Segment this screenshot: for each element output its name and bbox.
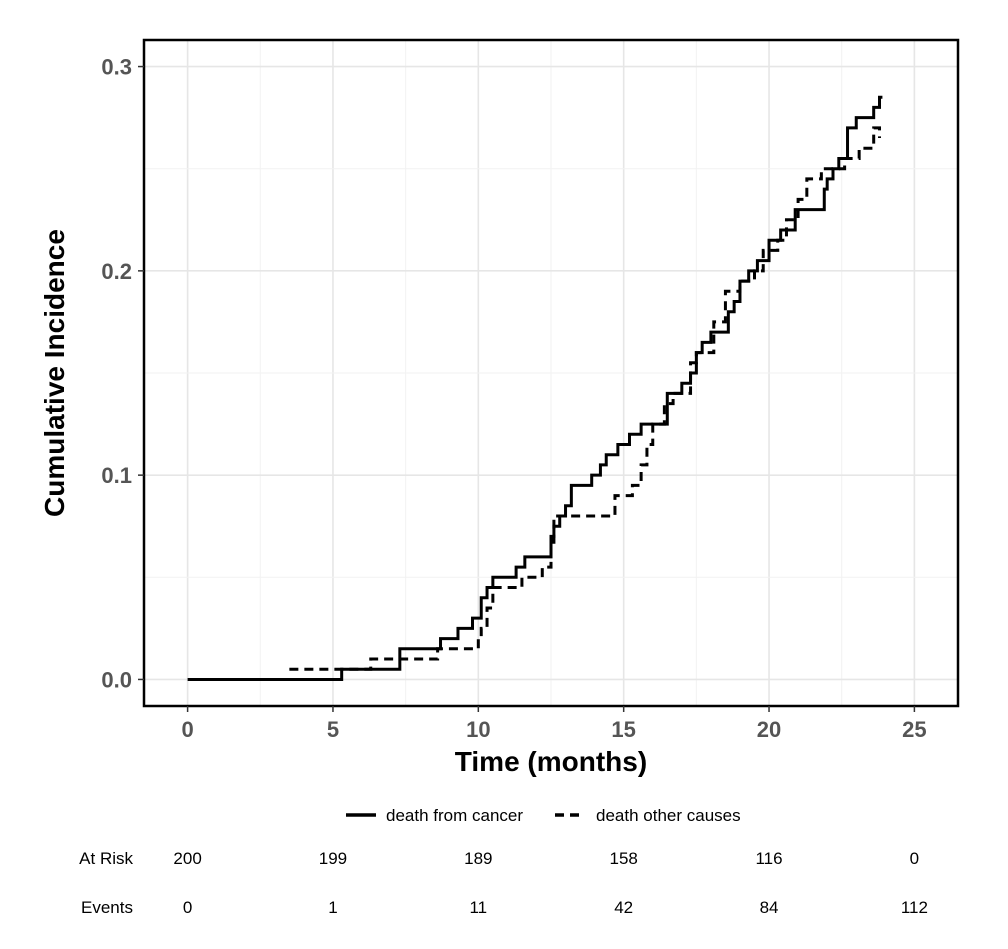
- x-tick-label: 10: [466, 717, 490, 742]
- y-axis-title: Cumulative Incidence: [39, 229, 70, 517]
- risk-table-cell: 116: [755, 849, 782, 868]
- series-death-from-cancer: [187, 95, 883, 681]
- y-axis: 0.0 0.1 0.2 0.3: [101, 55, 144, 692]
- x-tick-label: 5: [327, 717, 339, 742]
- x-tick-label: 25: [902, 717, 926, 742]
- y-tick-label: 0.2: [101, 259, 132, 284]
- x-tick-label: 20: [757, 717, 781, 742]
- risk-table-row-label: Events: [81, 898, 133, 917]
- risk-table-cell: 11: [469, 898, 487, 917]
- risk-table-cell: 0: [183, 898, 192, 917]
- risk-table-cell: 158: [609, 849, 637, 868]
- x-tick-label: 15: [611, 717, 635, 742]
- legend: death from cancer death other causes: [346, 806, 741, 825]
- y-tick-label: 0.3: [101, 55, 132, 80]
- risk-table-cell: 112: [901, 898, 928, 917]
- risk-table-cell: 200: [173, 849, 201, 868]
- x-tick-label: 0: [181, 717, 193, 742]
- risk-table-row-label: At Risk: [79, 849, 133, 868]
- series-lines: [187, 95, 883, 681]
- plot-panel-border: [142, 38, 960, 708]
- risk-table-cell: 199: [319, 849, 347, 868]
- legend-label-death-other-causes: death other causes: [596, 806, 741, 825]
- y-tick-label: 0.0: [101, 667, 132, 692]
- legend-label-death-from-cancer: death from cancer: [386, 806, 523, 825]
- y-tick-label: 0.1: [101, 463, 132, 488]
- risk-table-cell: 189: [464, 849, 492, 868]
- grid-lines: [144, 40, 958, 706]
- risk-table-cell: 0: [910, 849, 919, 868]
- risk-table-cell: 1: [328, 898, 337, 917]
- x-axis: 0 5 10 15 20 25: [181, 706, 927, 742]
- x-axis-title: Time (months): [455, 746, 647, 777]
- risk-table-cell: 42: [614, 898, 633, 917]
- risk-table-cell: 84: [760, 898, 779, 917]
- series-death-other-causes: [289, 126, 882, 671]
